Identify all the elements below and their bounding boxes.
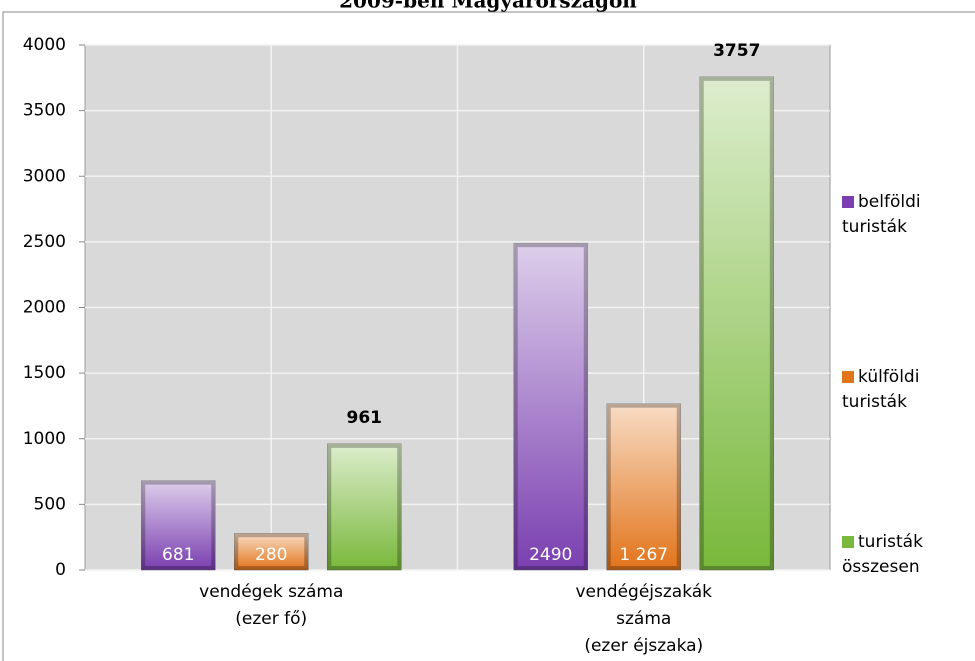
x-tick-label: száma xyxy=(616,609,671,629)
y-tick-label: 500 xyxy=(34,494,66,514)
bar-shine xyxy=(327,443,402,570)
legend-item: külföldi turisták xyxy=(842,365,972,415)
y-tick-label: 1000 xyxy=(23,429,66,449)
bar-shine xyxy=(234,533,309,570)
y-tick-label: 3500 xyxy=(23,101,66,121)
chart-title: 2009-ben Magyarországon xyxy=(339,0,637,13)
bar-bevel xyxy=(513,243,588,570)
legend-item: belföldi turisták xyxy=(842,190,972,240)
legend-label: belföldi turisták xyxy=(842,192,921,237)
bar-bevel xyxy=(234,533,309,570)
legend-label: turisták összesen xyxy=(842,532,923,577)
bar-bevel xyxy=(699,76,774,571)
bar-bevel xyxy=(327,443,402,570)
legend-swatch xyxy=(842,371,854,383)
legend-label: külföldi turisták xyxy=(842,367,920,412)
x-tick-label: vendégek száma xyxy=(199,582,343,602)
y-tick-label: 1500 xyxy=(23,363,66,383)
chart-frame xyxy=(2,11,975,661)
data-label: 1 267 xyxy=(619,545,668,565)
y-tick-label: 2000 xyxy=(23,298,66,318)
x-tick-label: vendégéjszakák xyxy=(575,582,712,602)
bar-shine xyxy=(141,480,216,570)
y-tick-label: 4000 xyxy=(23,35,66,55)
data-label: 3757 xyxy=(713,41,760,61)
x-tick-label: (ezer fő) xyxy=(235,609,307,629)
y-tick-label: 2500 xyxy=(23,232,66,252)
bar-bevel xyxy=(141,480,216,570)
data-label: 961 xyxy=(347,408,383,428)
y-tick-label: 0 xyxy=(55,560,66,580)
legend-swatch xyxy=(842,536,854,548)
data-label: 280 xyxy=(255,545,287,565)
y-tick-label: 3000 xyxy=(23,166,66,186)
bar-shine xyxy=(606,403,681,570)
x-tick-label: (ezer éjszaka) xyxy=(584,636,703,656)
data-label: 681 xyxy=(162,545,194,565)
legend-swatch xyxy=(842,196,854,208)
bar-shine xyxy=(513,243,588,570)
bar-bevel xyxy=(606,403,681,570)
data-label: 2490 xyxy=(529,545,572,565)
bar-shine xyxy=(699,76,774,571)
legend-item: turisták összesen xyxy=(842,530,972,580)
